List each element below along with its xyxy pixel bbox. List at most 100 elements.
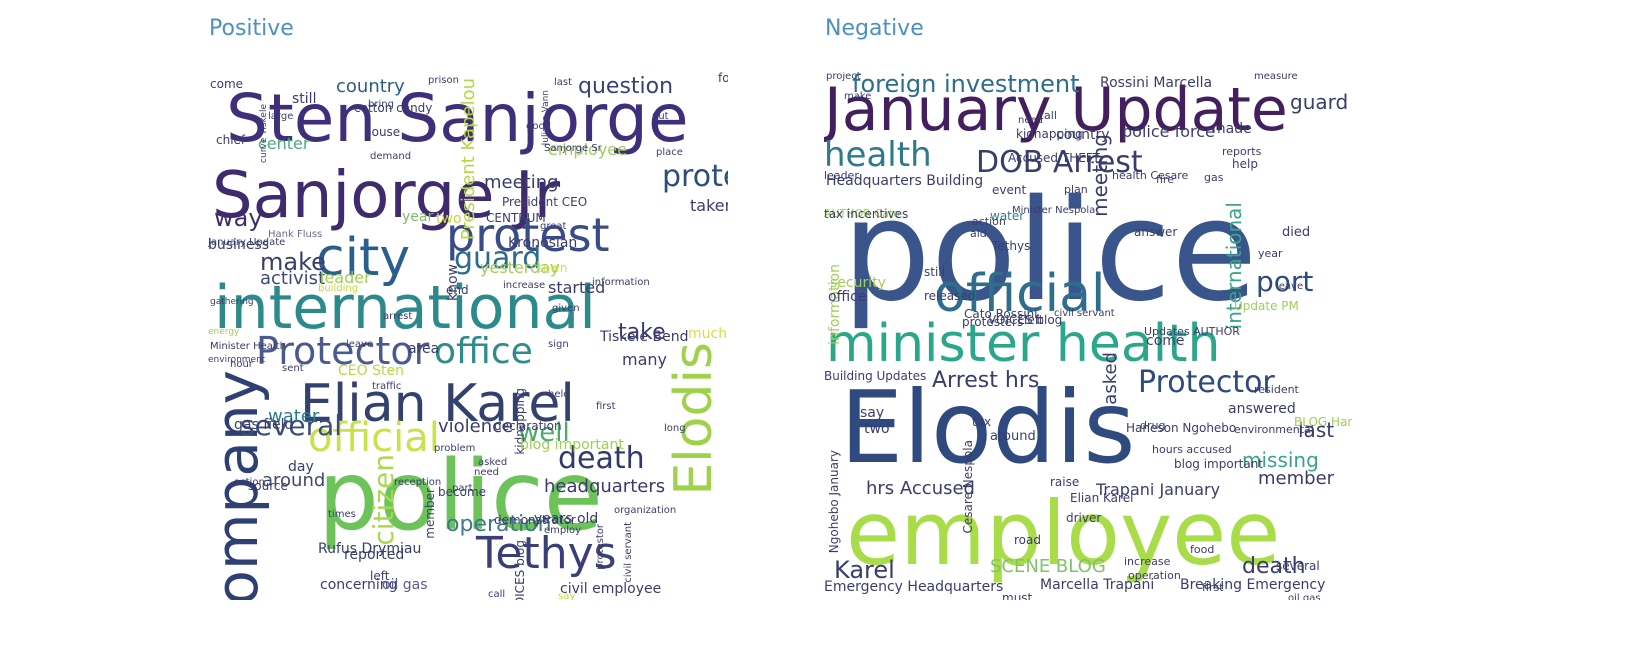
word-gas: gas: [1204, 172, 1223, 183]
word-put: put: [652, 112, 669, 122]
word-building-updates: Building Updates: [824, 370, 926, 382]
word-hour: hour: [230, 360, 253, 370]
word-hrs-accused: hrs Accused: [866, 480, 975, 498]
word-protestor: protestor: [596, 524, 606, 570]
word-released: released: [924, 290, 975, 302]
word-project: project: [826, 72, 861, 82]
word-still: still: [924, 266, 945, 278]
word-organization: organization: [614, 506, 676, 516]
word-need: need: [474, 468, 499, 478]
word-activist: activist: [260, 270, 325, 288]
word-drug: drug: [1140, 420, 1165, 431]
word-first: first: [1202, 582, 1224, 593]
word-help: help: [1232, 158, 1258, 170]
negative-title: Negative: [825, 16, 924, 41]
word-reports: reports: [1222, 146, 1261, 157]
positive-wordcloud: Sten Sanjorge Sanjorge Jr international pol…: [208, 72, 728, 600]
word-prison: prison: [428, 76, 459, 86]
word-great: great: [540, 222, 566, 232]
word-make: make: [844, 92, 871, 102]
word-road: road: [1014, 534, 1041, 546]
word-food: food: [1190, 544, 1214, 555]
word-large: large: [268, 112, 293, 122]
word-health-cesare: health Cesare: [1112, 170, 1188, 181]
word-raise: raise: [1050, 476, 1079, 488]
word-arrest: arrest: [383, 312, 412, 322]
word-gathering: gathering: [210, 298, 254, 307]
word-event: event: [992, 184, 1026, 196]
word-declaration: declaration: [494, 420, 562, 432]
word-tax-incentives: tax incentives: [824, 208, 908, 220]
word-made: made: [1212, 122, 1252, 136]
word-good: good: [526, 122, 551, 132]
word-way: way: [214, 206, 263, 230]
word-civil-servant: civil servant: [1054, 309, 1115, 319]
word-much: much: [688, 327, 727, 341]
word-elian-karel: Elian Karel: [1070, 492, 1133, 504]
word-leave: leave: [1276, 282, 1303, 292]
word-traffic: traffic: [372, 382, 401, 392]
word-headquarters: headquarters: [544, 478, 665, 496]
word-two: two: [436, 212, 462, 226]
word-blog-important: blog important: [520, 438, 624, 452]
word-question: question: [578, 76, 673, 98]
word-house: house: [364, 126, 400, 138]
word-cato-rossini: Cato Rossini: [964, 308, 1038, 320]
word-rossini-marcella: Rossini Marcella: [1100, 76, 1212, 90]
word-updates-author: Updates AUTHOR: [1144, 326, 1240, 337]
word-know: know: [446, 264, 460, 301]
word-tax: tax: [972, 416, 991, 428]
word-leave: leave: [346, 340, 373, 350]
word-asked: asked: [478, 458, 507, 468]
word-reception: reception: [394, 478, 441, 488]
word-health: health: [824, 138, 932, 172]
word-two: two: [864, 422, 890, 436]
word-reported: reported: [344, 548, 404, 562]
word-must: must: [1002, 592, 1032, 600]
word-found: found: [718, 72, 728, 84]
word-gas-field: gas field: [234, 418, 293, 432]
word-increase: increase: [503, 281, 545, 291]
word-security: security: [830, 276, 886, 290]
word-leader: leader: [824, 170, 859, 181]
word-town: town: [538, 262, 567, 274]
word-long: long: [664, 424, 686, 434]
word-office: office: [434, 334, 533, 370]
word-died: died: [1282, 226, 1310, 239]
word-oil-gas: oil gas: [1288, 594, 1321, 600]
word-building: building: [318, 284, 358, 294]
word-come: come: [210, 78, 243, 90]
word-ceo-sten: CEO Sten: [338, 364, 404, 378]
word-environmental: environmental: [1234, 424, 1314, 435]
word-oil-gas: oil gas: [382, 578, 428, 592]
word-energy: energy: [208, 328, 239, 337]
word-year: year: [1258, 248, 1283, 259]
word-blog-important: blog important: [1174, 458, 1263, 470]
word-voices-blog: VOICES blog: [514, 540, 526, 600]
word-action: action: [234, 478, 265, 488]
word-country: country: [336, 78, 405, 96]
word-president-kapelou: President Kapelou: [460, 78, 478, 240]
word-emergency-headquarters: Emergency Headquarters: [824, 580, 1003, 594]
word-meeting: meeting: [484, 174, 559, 192]
word-sign: sign: [548, 340, 569, 350]
word-day: day: [288, 460, 314, 474]
word-still: still: [292, 92, 316, 106]
word-information: information: [592, 278, 650, 288]
word-answer: answer: [1134, 226, 1177, 238]
word-first: first: [596, 402, 616, 412]
word-chief: chief: [216, 134, 245, 146]
word-say: say: [860, 406, 884, 420]
word-sent: sent: [282, 364, 304, 374]
word-guard: guard: [1290, 92, 1348, 112]
word-accused-theft: Accused THEFT: [1008, 152, 1100, 164]
word-tiskele-bend: Tiskele Bend: [600, 330, 688, 344]
word-scene-blog: SCENE BLOG: [990, 558, 1106, 576]
word-cesare-nespola: Cesare Nespola: [962, 440, 974, 534]
word-answered: answered: [1228, 402, 1296, 416]
positive-title: Positive: [209, 16, 294, 41]
word-operation: operation: [1128, 570, 1181, 581]
word-member: member: [1258, 470, 1334, 488]
negative-wordcloud: police Elodis employee January Update minist…: [824, 72, 1352, 600]
word-country: country: [1056, 128, 1110, 142]
